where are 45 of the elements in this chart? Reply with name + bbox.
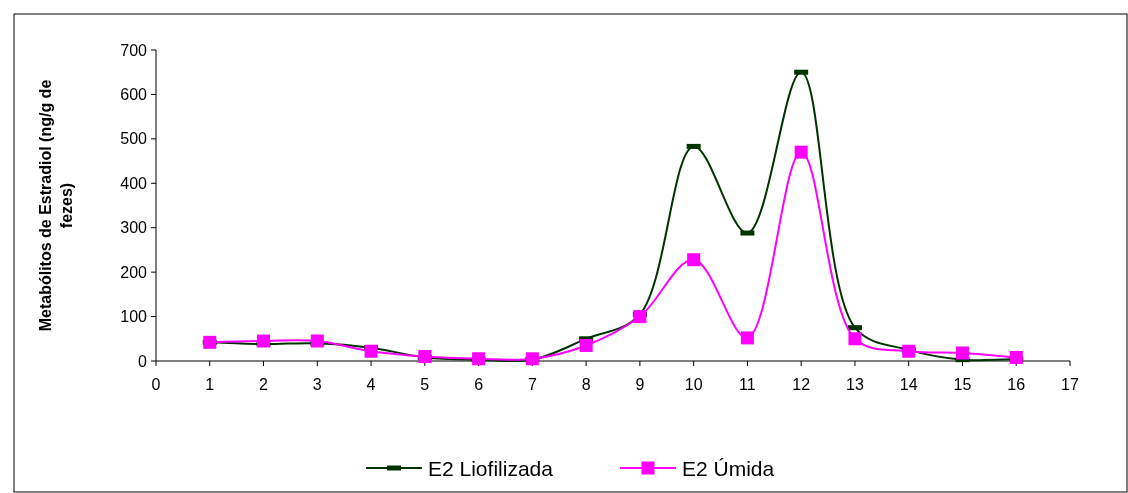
- point: [902, 344, 916, 358]
- x-tick-label: 17: [1061, 376, 1079, 393]
- point: [525, 352, 539, 366]
- point: [955, 346, 969, 360]
- y-axis-title: Metabólitos de Estradiol (ng/g de fezes): [37, 79, 75, 332]
- x-tick-label: 9: [635, 376, 645, 393]
- y-tick-label: 200: [120, 263, 148, 281]
- x-tick-label: 14: [899, 376, 918, 393]
- x-tick-label: 16: [1007, 376, 1026, 393]
- legend-label: E2 Liofilizada: [428, 456, 554, 480]
- x-tick-label: 3: [312, 376, 322, 393]
- y-tick-label: 700: [120, 41, 148, 59]
- x-tick-label: 13: [846, 376, 864, 393]
- point: [310, 334, 324, 348]
- point: [1009, 350, 1023, 364]
- x-tick-label: 5: [420, 376, 430, 393]
- legend-label: E2 Úmida: [682, 456, 775, 480]
- y-tick-label: 100: [120, 308, 148, 326]
- point: [579, 338, 593, 352]
- point: [418, 350, 432, 364]
- x-tick-label: 15: [953, 376, 972, 393]
- x-tick-label: 7: [527, 376, 537, 393]
- y-tick-label: 500: [120, 130, 148, 148]
- x-tick-label: 11: [739, 376, 756, 393]
- x-tick-label: 12: [792, 376, 811, 393]
- point: [687, 253, 701, 267]
- point: [848, 332, 862, 346]
- point: [794, 145, 808, 159]
- x-tick-label: 6: [474, 376, 484, 393]
- y-tick-label: 300: [120, 219, 148, 237]
- x-tick-label: 10: [684, 376, 703, 393]
- y-tick-label: 0: [138, 352, 148, 370]
- y-tick-label: 400: [120, 174, 148, 192]
- x-tick-label: 4: [366, 376, 376, 393]
- x-tick-label: 0: [151, 376, 161, 393]
- x-tick-label: 8: [581, 376, 591, 393]
- point: [203, 335, 217, 349]
- point: [472, 352, 486, 366]
- point: [633, 310, 647, 324]
- point: [257, 334, 271, 348]
- point: [364, 344, 378, 358]
- x-tick-label: 2: [259, 376, 269, 393]
- x-tick-label: 1: [205, 376, 215, 393]
- point: [740, 331, 754, 345]
- y-tick-label: 600: [120, 85, 148, 103]
